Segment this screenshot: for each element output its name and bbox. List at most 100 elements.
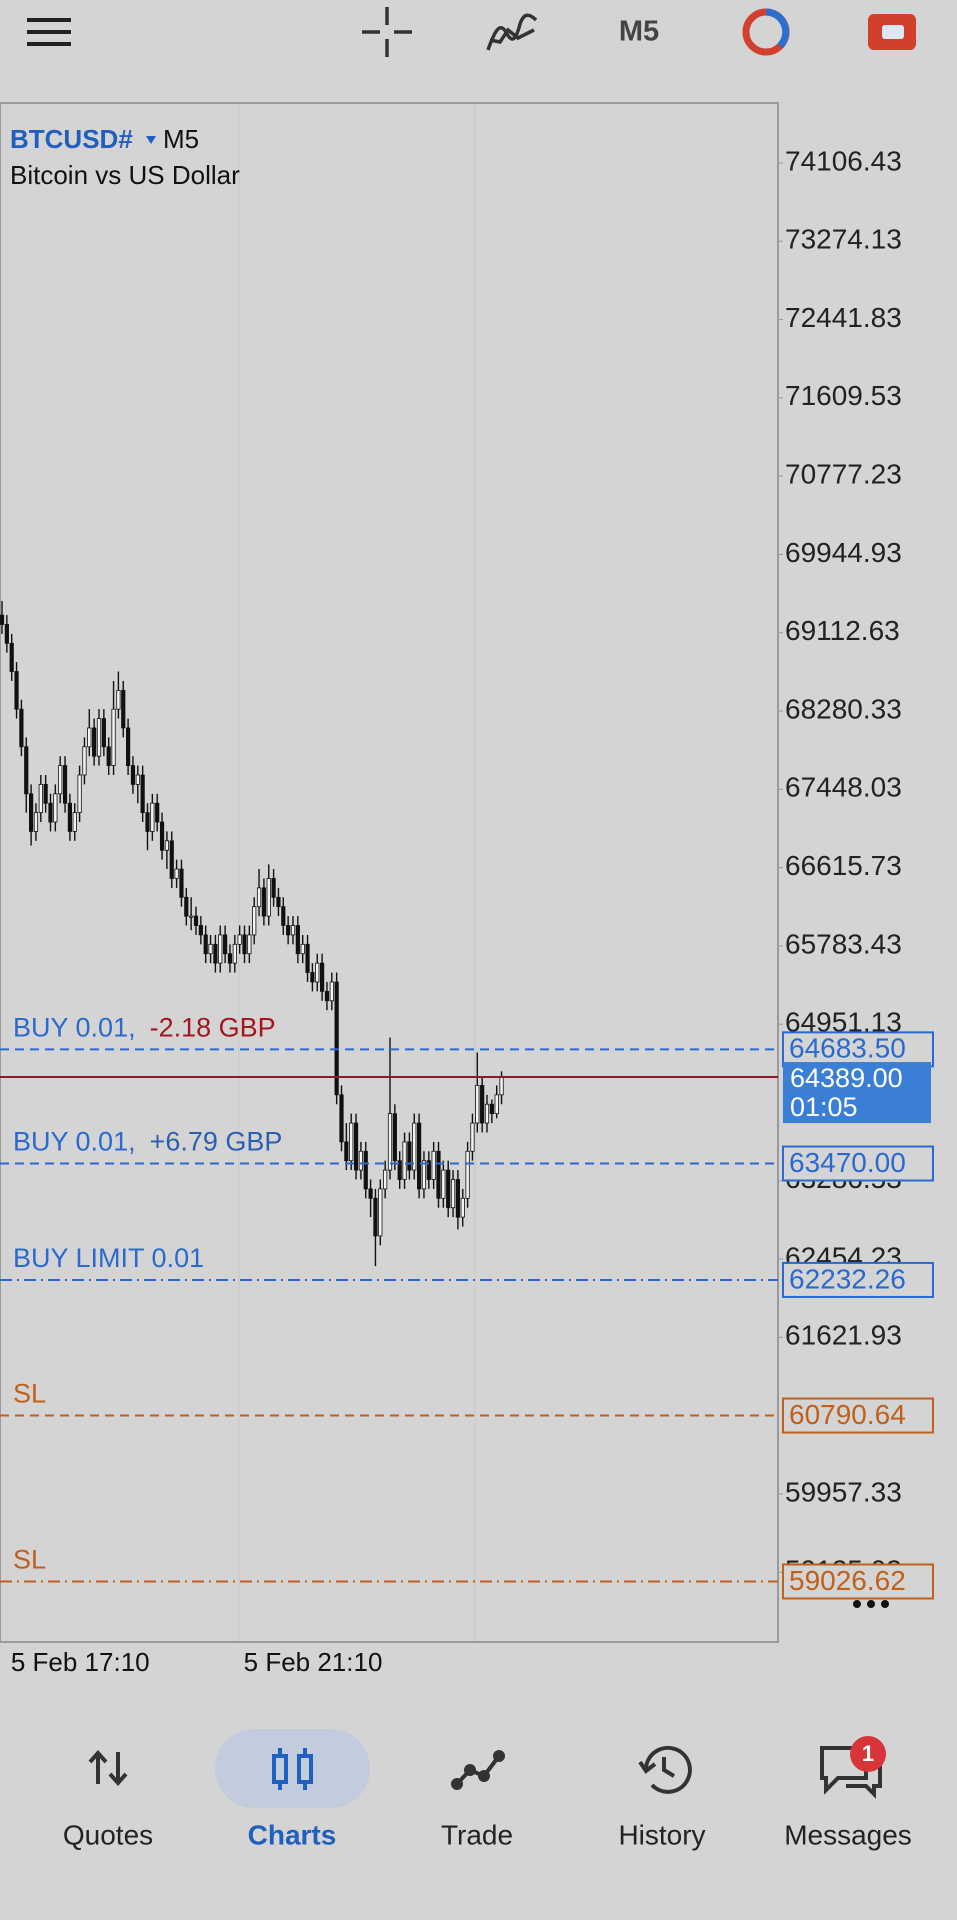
candle-body xyxy=(494,1094,499,1115)
candle-body xyxy=(397,1160,402,1180)
price-label-box xyxy=(782,1031,934,1068)
candle-body xyxy=(290,925,296,936)
y-tick-label: 66615.73 xyxy=(785,850,902,881)
candle-body xyxy=(232,943,237,964)
candle-body xyxy=(48,802,53,823)
one-click-trading-button[interactable] xyxy=(868,14,916,50)
candle-body xyxy=(208,943,213,955)
y-tick-label: 65783.43 xyxy=(785,928,902,959)
nav-tab-label[interactable]: Messages xyxy=(784,1819,912,1850)
candle-body xyxy=(310,972,315,983)
candle-body xyxy=(358,1150,364,1171)
candle-body xyxy=(43,784,48,804)
candle-body xyxy=(402,1141,407,1180)
y-tick-label: 69112.63 xyxy=(785,615,900,646)
candle-body xyxy=(368,1188,373,1199)
candle-body xyxy=(484,1103,490,1124)
order-label[interactable]: BUY LIMIT 0.01 xyxy=(13,1243,204,1273)
candle-body xyxy=(339,1094,344,1143)
crosshair-button[interactable] xyxy=(362,7,412,57)
y-tick-label: 73274.13 xyxy=(785,224,902,255)
order-label[interactable]: SL xyxy=(13,1545,46,1575)
candle-body xyxy=(169,840,174,879)
candle-body xyxy=(480,1085,485,1124)
nav-tab-label[interactable]: Charts xyxy=(248,1819,337,1850)
symbol-menu-arrow[interactable] xyxy=(146,136,156,144)
candle-body xyxy=(203,934,208,955)
candle-body xyxy=(67,802,72,832)
quotes-icon xyxy=(88,1749,128,1787)
indicators-button[interactable] xyxy=(486,13,538,51)
candle-body xyxy=(431,1150,436,1180)
order-type: BUY 0.01, xyxy=(13,1127,136,1157)
candle-body xyxy=(455,1179,461,1218)
candle-body xyxy=(140,774,145,814)
candle-body xyxy=(446,1169,451,1209)
candle-body xyxy=(184,896,189,917)
candle-body xyxy=(150,802,155,832)
candle-body xyxy=(305,943,310,973)
candle-body xyxy=(412,1122,417,1171)
y-tick-label: 70777.23 xyxy=(785,459,902,490)
candle-body xyxy=(155,802,160,823)
candle-body xyxy=(174,868,179,879)
order-type: SL xyxy=(13,1545,46,1575)
candle-body xyxy=(28,793,34,832)
price-label: 62232.26 xyxy=(789,1263,906,1294)
candle-body xyxy=(329,981,334,1002)
candle-body xyxy=(349,1122,354,1162)
y-tick-label: 67448.03 xyxy=(785,772,902,803)
nav-tab-label[interactable]: Quotes xyxy=(63,1819,153,1850)
candle-body xyxy=(295,925,300,955)
candle-body xyxy=(315,962,320,983)
candle-body xyxy=(344,1141,349,1162)
candle-body xyxy=(353,1122,359,1171)
candle-body xyxy=(276,896,281,908)
chart-area[interactable] xyxy=(0,102,779,1643)
candle-body xyxy=(300,943,305,955)
candle-body xyxy=(222,934,228,955)
candle-body xyxy=(281,906,286,926)
candle-body xyxy=(24,746,29,795)
candle-body xyxy=(261,887,267,917)
trade-icon xyxy=(451,1750,505,1790)
trading-signals-button[interactable] xyxy=(742,8,790,56)
menu-button[interactable] xyxy=(27,18,71,46)
active-tab-indicator xyxy=(215,1729,370,1808)
nav-tab-label[interactable]: Trade xyxy=(441,1819,513,1850)
y-tick-label: 68280.33 xyxy=(785,693,902,724)
candle-body xyxy=(145,812,150,832)
symbol-header[interactable]: BTCUSD# xyxy=(10,124,133,154)
candle-body xyxy=(62,765,68,804)
price-label-box xyxy=(782,1145,934,1182)
current-price-box xyxy=(783,1062,931,1124)
candle-body xyxy=(77,774,82,814)
candle-body xyxy=(159,821,165,851)
order-profit: -2.18 GBP xyxy=(150,1012,276,1042)
candle-body xyxy=(378,1188,383,1237)
candle-body xyxy=(470,1122,475,1152)
symbol[interactable]: BTCUSD# xyxy=(10,124,133,154)
candle-body xyxy=(426,1160,431,1180)
candle-body xyxy=(256,887,262,908)
timeframe-button[interactable]: M5 xyxy=(619,16,659,48)
candle-body xyxy=(334,981,339,1096)
chart-layer: 74106.43 73274.13 72441.83 71609.53 70777.23… xyxy=(0,145,934,1677)
candle-body xyxy=(19,708,24,748)
candle-body xyxy=(116,689,121,710)
candle-body xyxy=(135,774,140,785)
order-label[interactable]: BUY 0.01, +6.79 GBP xyxy=(13,1127,282,1157)
price-label: 63470.00 xyxy=(789,1147,906,1178)
nav-tab-label[interactable]: History xyxy=(618,1819,705,1850)
candle-body xyxy=(14,671,19,710)
order-label[interactable]: BUY 0.01, -2.18 GBP xyxy=(13,1012,276,1042)
charts-icon xyxy=(272,1748,313,1790)
order-label[interactable]: SL xyxy=(13,1379,46,1409)
more-button[interactable] xyxy=(853,1600,889,1608)
candle-body xyxy=(416,1122,422,1190)
candle-body xyxy=(271,878,276,898)
x-tick-label: 5 Feb 17:10 xyxy=(11,1647,150,1677)
candle-body xyxy=(319,962,325,992)
candle-body xyxy=(252,906,257,936)
